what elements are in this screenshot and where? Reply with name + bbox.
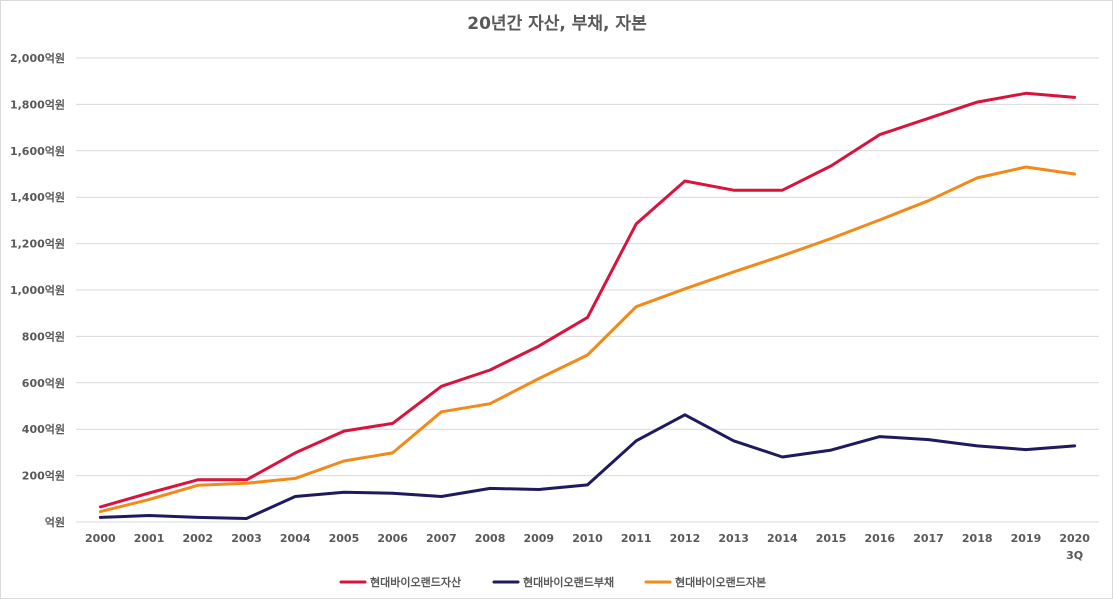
x-tick-label: 2009 — [523, 532, 554, 545]
x-tick-label-line: 2014 — [767, 532, 798, 545]
x-tick-label-line: 2010 — [572, 532, 603, 545]
x-tick-label-line: 2020 — [1059, 532, 1090, 545]
x-axis-ticks: 2000 2001 2002 2003 2004 2005 2006 2007 2008 2009… — [85, 532, 1090, 562]
y-tick-label: 400억원 — [22, 422, 65, 436]
x-tick-label: 2011 — [621, 532, 652, 545]
y-tick-label: 1,600억원 — [10, 144, 65, 158]
x-tick-label-line: 2008 — [475, 532, 506, 545]
x-tick-label-line: 2015 — [816, 532, 847, 545]
y-tick-label: 억원 — [45, 515, 65, 529]
legend-label: 현대바이오랜드부채 — [523, 575, 614, 589]
y-tick-label: 800억원 — [22, 329, 65, 343]
x-tick-label: 2003 — [231, 532, 262, 545]
x-tick-label-line: 2013 — [718, 532, 749, 545]
x-tick-label: 2012 — [670, 532, 701, 545]
chart-title: 20년간 자산, 부채, 자본 — [467, 14, 647, 34]
series-line-2 — [98, 165, 1077, 514]
x-tick-label: 2016 — [864, 532, 895, 545]
x-tick-label: 2018 — [962, 532, 993, 545]
series-lines — [98, 91, 1077, 520]
y-tick-label: 600억원 — [22, 376, 65, 390]
x-tick-label-line: 2019 — [1011, 532, 1042, 545]
y-tick-label: 2,000억원 — [10, 51, 65, 65]
x-tick-label: 2001 — [134, 532, 165, 545]
x-tick-label-line: 2018 — [962, 532, 993, 545]
x-tick-label-line: 2009 — [523, 532, 554, 545]
x-tick-label: 2002 — [182, 532, 213, 545]
x-tick-label-line: 2002 — [182, 532, 213, 545]
x-tick-label: 2005 — [329, 532, 360, 545]
x-tick-label: 2020 3Q — [1059, 532, 1090, 562]
gridlines — [76, 57, 1099, 523]
y-tick-label: 1,400억원 — [10, 190, 65, 204]
y-tick-label: 1,000억원 — [10, 283, 65, 297]
x-tick-label: 2000 — [85, 532, 116, 545]
x-tick-label: 2007 — [426, 532, 457, 545]
x-tick-label-line: 2005 — [329, 532, 360, 545]
x-tick-label: 2004 — [280, 532, 311, 545]
x-tick-label: 2019 — [1011, 532, 1042, 545]
legend: 현대바이오랜드자산 현대바이오랜드부채 현대바이오랜드자본 — [339, 575, 766, 589]
legend-label: 현대바이오랜드자산 — [370, 575, 461, 589]
x-tick-label: 2008 — [475, 532, 506, 545]
x-tick-label: 2010 — [572, 532, 603, 545]
x-tick-label-line: 2011 — [621, 532, 652, 545]
x-tick-label-line: 2000 — [85, 532, 116, 545]
x-tick-label-line: 2004 — [280, 532, 311, 545]
y-tick-label: 200억원 — [22, 469, 65, 483]
x-tick-label-line: 2006 — [377, 532, 408, 545]
x-tick-label: 2017 — [913, 532, 944, 545]
x-tick-label-line: 2017 — [913, 532, 944, 545]
x-tick-label-line: 3Q — [1066, 549, 1083, 562]
series-line-1 — [98, 413, 1077, 520]
x-tick-label-line: 2007 — [426, 532, 457, 545]
x-tick-label-line: 2001 — [134, 532, 165, 545]
legend-label: 현대바이오랜드자본 — [675, 575, 766, 589]
x-tick-label-line: 2003 — [231, 532, 262, 545]
x-tick-label-line: 2012 — [670, 532, 701, 545]
x-tick-label: 2014 — [767, 532, 798, 545]
y-axis-ticks: 억원 200억원 400억원 600억원 800억원 1,000억원 1,200억원 1,40… — [10, 51, 65, 529]
x-tick-label: 2013 — [718, 532, 749, 545]
x-tick-label: 2006 — [377, 532, 408, 545]
x-tick-label: 2015 — [816, 532, 847, 545]
series-line-0 — [98, 91, 1077, 509]
y-tick-label: 1,800억원 — [10, 97, 65, 111]
x-tick-label-line: 2016 — [864, 532, 895, 545]
y-tick-label: 1,200억원 — [10, 237, 65, 251]
